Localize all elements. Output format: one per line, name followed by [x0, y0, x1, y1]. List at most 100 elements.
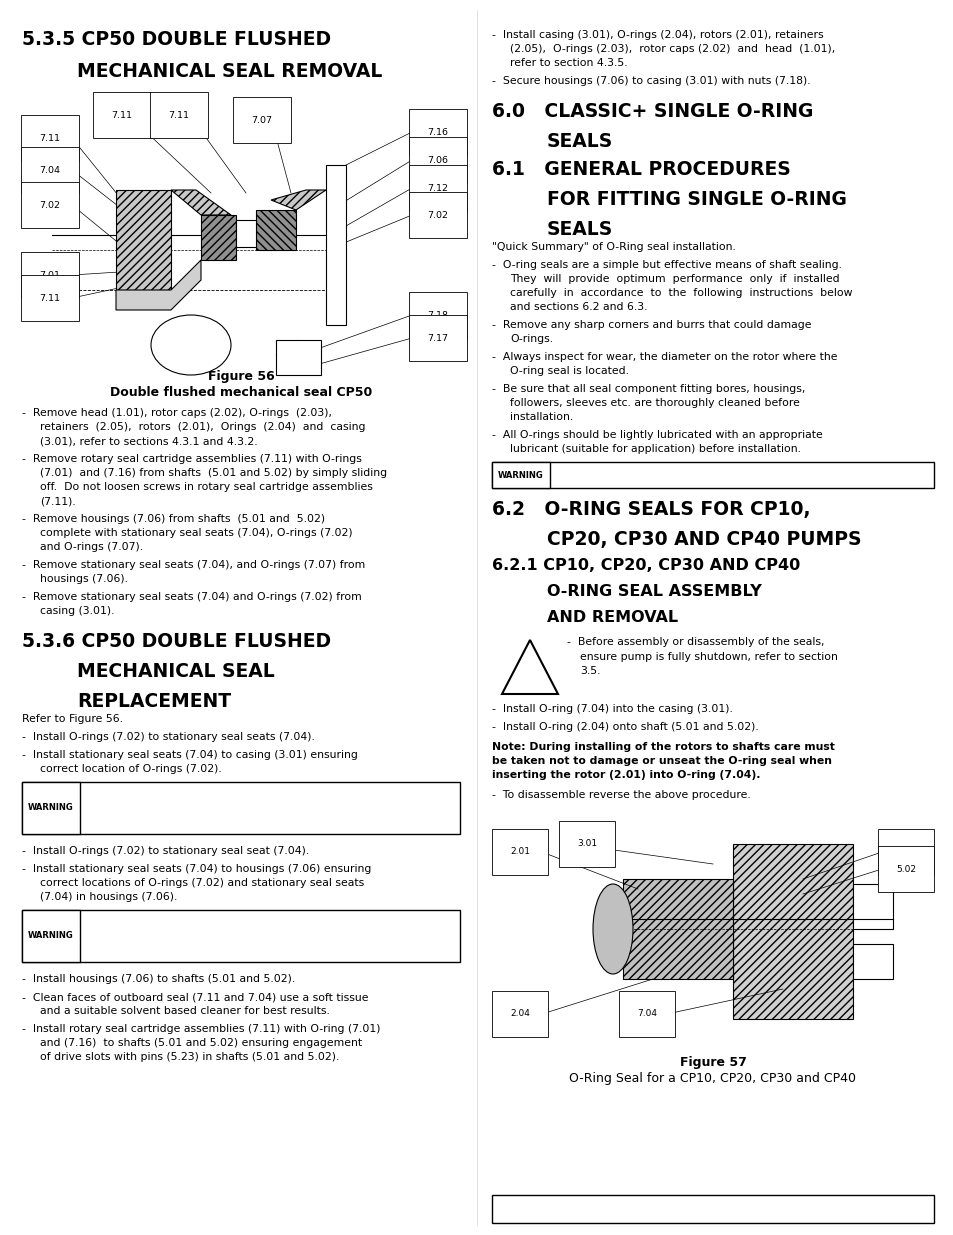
Polygon shape	[501, 640, 558, 694]
Polygon shape	[271, 190, 326, 210]
Text: 2.01: 2.01	[510, 847, 530, 857]
Text: (7.04) in housings (7.06).: (7.04) in housings (7.06).	[40, 892, 177, 902]
Text: and sections 6.2 and 6.3.: and sections 6.2 and 6.3.	[510, 303, 647, 312]
Text: lubricant (suitable for application) before installation.: lubricant (suitable for application) bef…	[510, 445, 801, 454]
Polygon shape	[235, 220, 255, 247]
Text: 7.16: 7.16	[427, 127, 448, 137]
Text: 7.02: 7.02	[39, 200, 60, 210]
Text: retainers  (2.05),  rotors  (2.01),  Orings  (2.04)  and  casing: retainers (2.05), rotors (2.01), Orings …	[40, 422, 365, 432]
Text: -  Install rotary seal cartridge assemblies (7.11) with O-ring (7.01): - Install rotary seal cartridge assembli…	[22, 1024, 380, 1034]
Text: 7.02: 7.02	[427, 210, 448, 220]
Text: 7.12: 7.12	[427, 184, 448, 193]
Text: refer to section 4.3.5.: refer to section 4.3.5.	[510, 58, 627, 68]
Text: housings (7.06).: housings (7.06).	[40, 574, 128, 584]
Text: 7.11: 7.11	[39, 133, 60, 142]
Text: triangular shape, which must locate fully into: triangular shape, which must locate full…	[87, 806, 355, 816]
Text: casing (3.01).: casing (3.01).	[40, 606, 114, 616]
Text: -  Remove stationary seal seats (7.04), and O-rings (7.07) from: - Remove stationary seal seats (7.04), a…	[22, 559, 365, 571]
Text: installation.: installation.	[510, 412, 573, 422]
Text: 5.01: 5.01	[895, 847, 915, 857]
FancyBboxPatch shape	[275, 340, 320, 375]
Text: inserting the rotor (2.01) into O-ring (7.04).: inserting the rotor (2.01) into O-ring (…	[492, 769, 760, 781]
Text: -  Install stationary seal seats (7.04) to housings (7.06) ensuring: - Install stationary seal seats (7.04) t…	[22, 864, 371, 874]
Text: -  Be sure that all seal component fitting bores, housings,: - Be sure that all seal component fittin…	[492, 384, 804, 394]
Text: 7.11: 7.11	[39, 294, 60, 303]
Text: Note: During installing of the rotors to shafts care must: Note: During installing of the rotors to…	[492, 742, 834, 752]
Text: triangular shape, which must locate fully into: triangular shape, which must locate full…	[87, 934, 355, 944]
Text: They  will  provide  optimum  performance  only  if  installed: They will provide optimum performance on…	[510, 274, 839, 284]
Text: Note:  Do not run an O-ring seal dry.: Note: Do not run an O-ring seal dry.	[557, 471, 780, 480]
Text: 5.3.5 CP50 DOUBLE FLUSHED: 5.3.5 CP50 DOUBLE FLUSHED	[22, 30, 331, 49]
Text: followers, sleeves etc. are thoroughly cleaned before: followers, sleeves etc. are thoroughly c…	[510, 398, 799, 408]
Text: O-RING SEAL ASSEMBLY: O-RING SEAL ASSEMBLY	[546, 584, 760, 599]
Text: and O-rings (7.07).: and O-rings (7.07).	[40, 542, 143, 552]
Text: -  Remove rotary seal cartridge assemblies (7.11) with O-rings: - Remove rotary seal cartridge assemblie…	[22, 454, 361, 464]
Text: -  Secure housings (7.06) to casing (3.01) with nuts (7.18).: - Secure housings (7.06) to casing (3.01…	[492, 77, 810, 86]
Text: "Quick Summary" of O-Ring seal installation.: "Quick Summary" of O-Ring seal installat…	[492, 242, 735, 252]
Text: -  All O-rings should be lightly lubricated with an appropriate: - All O-rings should be lightly lubricat…	[492, 430, 821, 440]
FancyBboxPatch shape	[732, 844, 852, 1019]
Text: 7.11: 7.11	[112, 110, 132, 120]
Text: -  O-ring seals are a simple but effective means of shaft sealing.: - O-ring seals are a simple but effectiv…	[492, 261, 841, 270]
FancyBboxPatch shape	[852, 944, 892, 979]
Text: MECHANICAL SEAL REMOVAL: MECHANICAL SEAL REMOVAL	[77, 62, 382, 82]
FancyBboxPatch shape	[492, 462, 550, 488]
Text: -  Install O-ring (7.04) into the casing (3.01).: - Install O-ring (7.04) into the casing …	[492, 704, 732, 714]
Text: and a suitable solvent based cleaner for best results.: and a suitable solvent based cleaner for…	[40, 1007, 330, 1016]
FancyBboxPatch shape	[492, 462, 933, 488]
Text: 7.01: 7.01	[39, 270, 60, 279]
Text: the casing (3.01), bore.: the casing (3.01), bore.	[87, 820, 226, 830]
Text: WARNING: WARNING	[28, 804, 73, 813]
Text: 3.5.: 3.5.	[579, 666, 599, 676]
Text: -  Install O-rings (7.02) to stationary seal seat (7.04).: - Install O-rings (7.02) to stationary s…	[22, 846, 309, 856]
Text: -  Remove stationary seal seats (7.04) and O-rings (7.02) from: - Remove stationary seal seats (7.04) an…	[22, 592, 361, 601]
Text: O-Ring Seal for a CP10, CP20, CP30 and CP40: O-Ring Seal for a CP10, CP20, CP30 and C…	[569, 1072, 856, 1086]
Text: 7.06: 7.06	[427, 156, 448, 164]
Text: 5.3.6 CP50 DOUBLE FLUSHED: 5.3.6 CP50 DOUBLE FLUSHED	[22, 632, 331, 651]
Text: -  Before assembly or disassembly of the seals,: - Before assembly or disassembly of the …	[566, 637, 823, 647]
Polygon shape	[171, 190, 231, 215]
FancyBboxPatch shape	[492, 1195, 933, 1223]
Text: REPLACEMENT: REPLACEMENT	[77, 692, 231, 711]
Text: 5.02: 5.02	[895, 864, 915, 873]
Text: -  Install stationary seal seats (7.04) to casing (3.01) ensuring: - Install stationary seal seats (7.04) t…	[22, 750, 357, 760]
Text: 6.0   CLASSIC+ SINGLE O-RING: 6.0 CLASSIC+ SINGLE O-RING	[492, 103, 813, 121]
Text: CP20, CP30 AND CP40 PUMPS: CP20, CP30 AND CP40 PUMPS	[546, 530, 861, 550]
Text: SEALS: SEALS	[546, 132, 613, 151]
Text: 6.1   GENERAL PROCEDURES: 6.1 GENERAL PROCEDURES	[492, 161, 790, 179]
Text: complete with stationary seal seats (7.04), O-rings (7.02): complete with stationary seal seats (7.0…	[40, 529, 353, 538]
Polygon shape	[116, 261, 201, 310]
Text: correct location of O-rings (7.02).: correct location of O-rings (7.02).	[40, 764, 221, 774]
FancyBboxPatch shape	[22, 910, 80, 962]
Text: SECTION TSM  285      ISSUE    A       PAGE 29  OF  36: SECTION TSM 285 ISSUE A PAGE 29 OF 36	[576, 1204, 849, 1214]
Polygon shape	[326, 165, 346, 325]
Text: carefully  in  accordance  to  the  following  instructions  below: carefully in accordance to the following…	[510, 288, 852, 298]
Text: -  Install O-rings (7.02) to stationary seal seats (7.04).: - Install O-rings (7.02) to stationary s…	[22, 732, 314, 742]
Text: -  Install casing (3.01), O-rings (2.04), rotors (2.01), retainers: - Install casing (3.01), O-rings (2.04),…	[492, 30, 822, 40]
Text: WARNING: WARNING	[28, 931, 73, 941]
Text: AND REMOVAL: AND REMOVAL	[546, 610, 678, 625]
FancyBboxPatch shape	[22, 782, 459, 834]
Text: Figure 56: Figure 56	[208, 370, 274, 383]
Polygon shape	[255, 210, 295, 249]
Ellipse shape	[593, 884, 633, 974]
Ellipse shape	[151, 315, 231, 375]
Text: 6.2.1 CP10, CP20, CP30 AND CP40: 6.2.1 CP10, CP20, CP30 AND CP40	[492, 558, 800, 573]
Text: -  Install housings (7.06) to shafts (5.01 and 5.02).: - Install housings (7.06) to shafts (5.0…	[22, 974, 294, 984]
Polygon shape	[201, 215, 235, 261]
Text: (2.05),  O-rings (2.03),  rotor caps (2.02)  and  head  (1.01),: (2.05), O-rings (2.03), rotor caps (2.02…	[510, 44, 835, 54]
FancyBboxPatch shape	[22, 910, 459, 962]
Text: -  Remove any sharp corners and burrs that could damage: - Remove any sharp corners and burrs tha…	[492, 320, 811, 330]
Text: Double flushed mechanical seal CP50: Double flushed mechanical seal CP50	[110, 387, 372, 399]
Text: -  To disassemble reverse the above procedure.: - To disassemble reverse the above proce…	[492, 790, 750, 800]
Text: -  Clean faces of outboard seal (7.11 and 7.04) use a soft tissue: - Clean faces of outboard seal (7.11 and…	[22, 992, 368, 1002]
Text: and (7.16)  to shafts (5.01 and 5.02) ensuring engagement: and (7.16) to shafts (5.01 and 5.02) ens…	[40, 1037, 362, 1049]
Text: the housing (7.06), bore.: the housing (7.06), bore.	[87, 948, 234, 958]
Text: WARNING: WARNING	[497, 471, 543, 479]
Text: Refer to Figure 56.: Refer to Figure 56.	[22, 714, 123, 724]
Text: MECHANICAL SEAL: MECHANICAL SEAL	[77, 662, 274, 680]
Text: 7.04: 7.04	[637, 1009, 657, 1019]
Text: be taken not to damage or unseat the O-ring seal when: be taken not to damage or unseat the O-r…	[492, 756, 831, 766]
FancyBboxPatch shape	[622, 879, 732, 979]
Text: Note: The stationary seal seat (7.04) has a: Note: The stationary seal seat (7.04) ha…	[87, 920, 339, 930]
